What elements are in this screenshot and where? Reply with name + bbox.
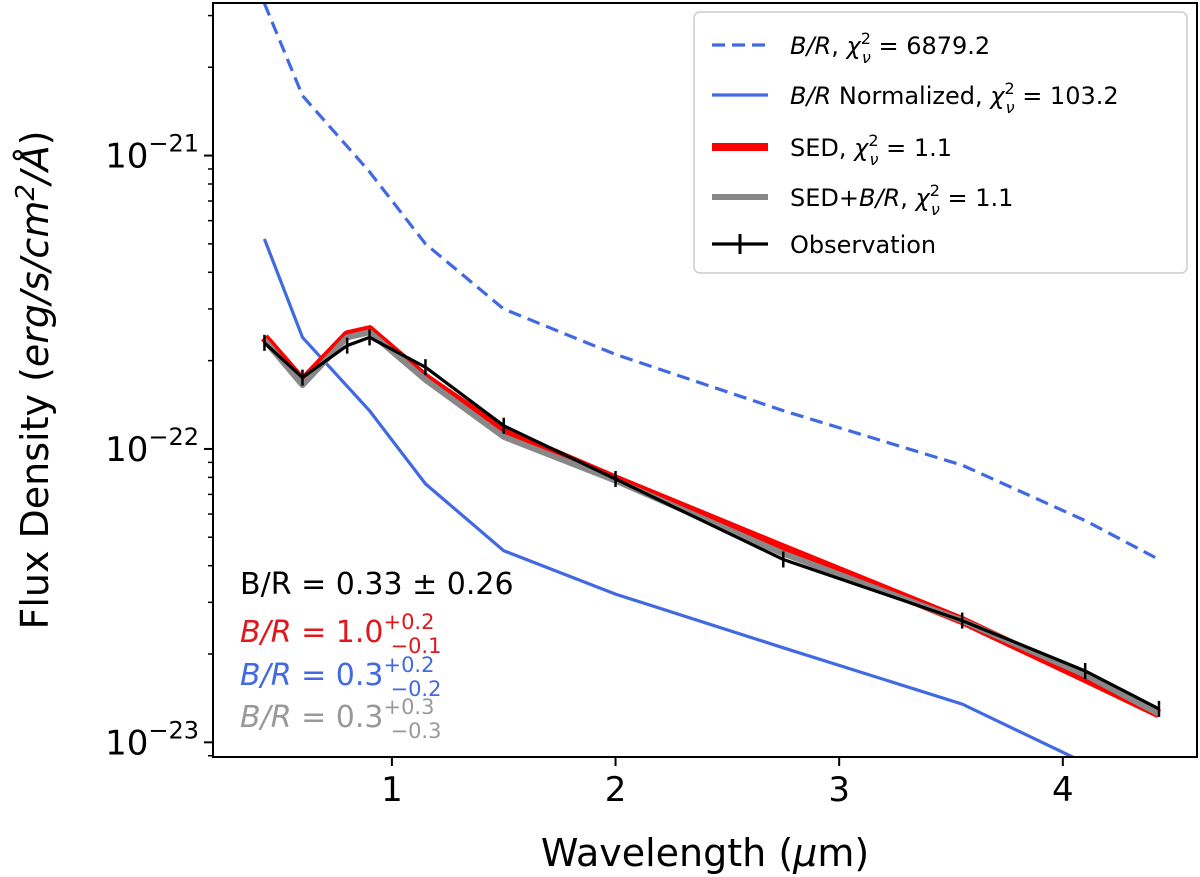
y-tick-label: 10−22 <box>105 423 199 470</box>
y-tick-label: 10−23 <box>105 716 199 763</box>
series-line-b-r-normalized <box>262 238 1077 757</box>
x-tick-label: 4 <box>1052 770 1074 810</box>
br-annotation: B/R = 1.0+0.2 −0.1 <box>240 610 441 658</box>
legend-label: SED, χ2 ν = 1.1 <box>790 131 952 169</box>
legend: B/R, χ2 ν = 6879.2 B/R Normalized, χ2 ν = 1… <box>693 11 1188 274</box>
annotations: B/R = 0.33 ± 0.26B/R = 1.0+0.2 −0.1B/R = … <box>240 567 514 743</box>
y-axis-label: Flux Density (erg/s/cm2/Å) <box>11 130 57 629</box>
legend-box <box>693 11 1188 274</box>
br-annotation: B/R = 0.3+0.2 −0.2 <box>240 653 441 701</box>
y-tick-label: 10−21 <box>105 130 199 177</box>
x-tick-label: 2 <box>605 770 627 810</box>
legend-label: B/R, χ2 ν = 6879.2 <box>790 29 990 67</box>
plot-area <box>261 3 1161 757</box>
axes: 1 2 3 4 10−21 10−22 10−23 Wavelength (μm) Flux D… <box>11 2 1198 875</box>
legend-label: Observation <box>790 231 936 259</box>
br-annotation: B/R = 0.33 ± 0.26 <box>240 567 514 602</box>
series-line-b-r-dashed <box>262 3 1160 561</box>
x-tick-label: 3 <box>828 770 850 810</box>
axes-frame <box>212 2 1198 758</box>
legend-label: SED+B/R, χ2 ν = 1.1 <box>790 181 1013 219</box>
legend-label: B/R Normalized, χ2 ν = 103.2 <box>790 79 1119 117</box>
x-tick-label: 1 <box>381 770 403 810</box>
x-axis-label: Wavelength (μm) <box>541 831 869 875</box>
br-annotation: B/R = 0.3+0.3 −0.3 <box>240 695 441 743</box>
